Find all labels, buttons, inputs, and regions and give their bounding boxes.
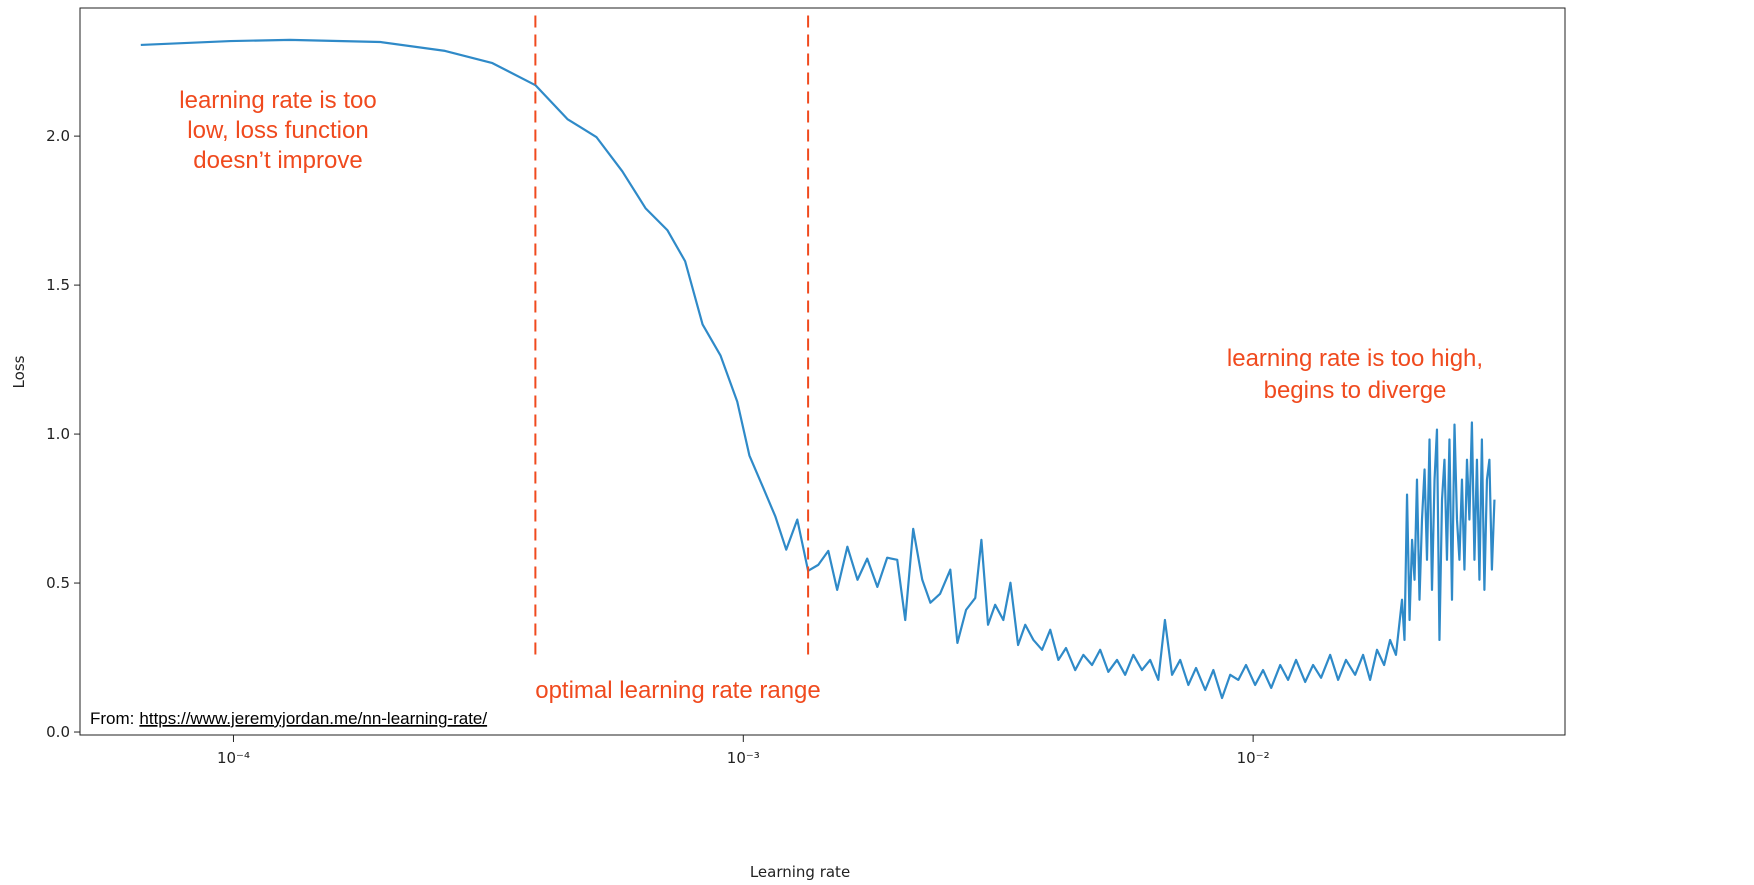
annotation: low, loss function	[187, 117, 368, 144]
y-tick-label: 0.0	[46, 723, 70, 741]
y-tick-label: 1.5	[46, 276, 70, 294]
annotation: optimal learning rate range	[535, 677, 821, 704]
loss-line	[140, 38, 1496, 700]
y-tick-label: 2.0	[46, 127, 70, 145]
source-url: https://www.jeremyjordan.me/nn-learning-…	[139, 709, 487, 728]
annotation: begins to diverge	[1264, 377, 1447, 404]
annotation: learning rate is too	[179, 87, 376, 114]
plot-frame	[79, 7, 1566, 736]
x-tick-label: 10⁻³	[727, 749, 760, 767]
x-axis-label: Learning rate	[750, 863, 850, 881]
y-axis-label: Loss	[10, 355, 28, 388]
x-tick-label: 10⁻²	[1237, 749, 1270, 767]
y-tick-label: 0.5	[46, 574, 70, 592]
annotation: learning rate is too high,	[1227, 345, 1483, 372]
y-tick-label: 1.0	[46, 425, 70, 443]
x-tick-label: 10⁻⁴	[217, 749, 250, 767]
source-note: From: https://www.jeremyjordan.me/nn-lear…	[90, 709, 487, 728]
annotation: doesn’t improve	[193, 147, 362, 174]
source-prefix: From:	[90, 709, 134, 728]
